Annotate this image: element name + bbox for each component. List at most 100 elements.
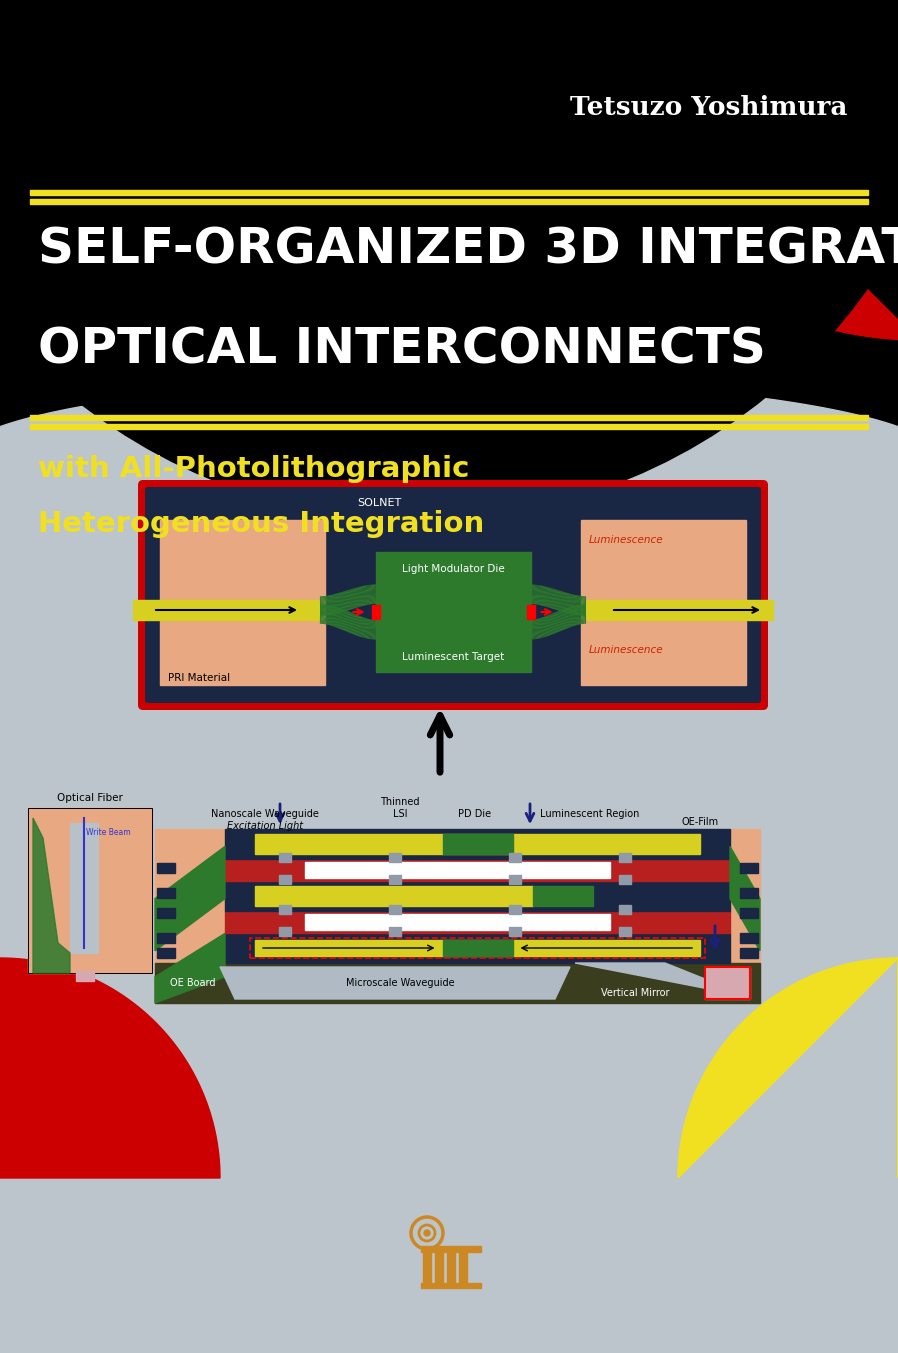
Text: Luminescence: Luminescence: [589, 534, 664, 545]
Circle shape: [0, 0, 210, 210]
Bar: [619, 927, 631, 936]
Bar: [389, 905, 401, 915]
Bar: [423, 1252, 431, 1285]
Bar: [30, 199, 868, 204]
Bar: [730, 829, 760, 1003]
Bar: [305, 862, 610, 878]
Text: Optical Fiber: Optical Fiber: [57, 793, 123, 802]
Bar: [389, 927, 401, 936]
Bar: [157, 948, 175, 958]
Bar: [705, 967, 750, 999]
Bar: [421, 1246, 481, 1252]
Bar: [435, 1252, 443, 1285]
Bar: [740, 948, 758, 958]
Polygon shape: [678, 958, 898, 1178]
Bar: [225, 881, 730, 911]
Bar: [225, 934, 730, 963]
Bar: [255, 833, 700, 854]
Text: OE Board: OE Board: [170, 978, 216, 988]
Polygon shape: [155, 847, 225, 951]
FancyBboxPatch shape: [138, 480, 768, 710]
Bar: [225, 911, 730, 934]
Bar: [225, 859, 730, 881]
Bar: [509, 852, 521, 862]
Polygon shape: [33, 819, 70, 973]
Polygon shape: [155, 934, 225, 1003]
Bar: [389, 852, 401, 862]
Bar: [586, 599, 773, 620]
Bar: [30, 415, 868, 419]
Bar: [447, 1252, 455, 1285]
Bar: [619, 875, 631, 884]
Bar: [740, 888, 758, 898]
Bar: [157, 863, 175, 873]
Bar: [375, 552, 531, 672]
Bar: [157, 888, 175, 898]
Bar: [30, 189, 868, 195]
Bar: [509, 927, 521, 936]
Bar: [157, 934, 175, 943]
Text: Nanoscale Waveguide: Nanoscale Waveguide: [211, 809, 319, 819]
Bar: [581, 520, 746, 685]
Bar: [740, 908, 758, 917]
Bar: [389, 875, 401, 884]
Text: Tetsuzo Yoshimura: Tetsuzo Yoshimura: [570, 95, 848, 120]
Bar: [157, 908, 175, 917]
Bar: [70, 823, 98, 953]
Circle shape: [424, 1230, 430, 1237]
Bar: [459, 1252, 467, 1285]
Text: SOLNET: SOLNET: [357, 498, 402, 507]
Bar: [28, 808, 152, 973]
Bar: [133, 599, 320, 620]
Bar: [421, 1283, 481, 1288]
Bar: [372, 605, 380, 620]
Polygon shape: [575, 963, 750, 997]
Bar: [526, 605, 534, 620]
Bar: [279, 852, 291, 862]
Bar: [619, 852, 631, 862]
Bar: [509, 905, 521, 915]
Polygon shape: [558, 0, 898, 340]
Text: Luminescent Target: Luminescent Target: [402, 652, 504, 662]
Bar: [28, 808, 152, 973]
Bar: [740, 934, 758, 943]
Text: with All-Photolithographic: with All-Photolithographic: [38, 455, 470, 483]
FancyBboxPatch shape: [145, 487, 761, 704]
Bar: [250, 938, 705, 958]
Bar: [509, 875, 521, 884]
Bar: [705, 967, 750, 999]
Bar: [740, 863, 758, 873]
Text: Luminescent Region: Luminescent Region: [541, 809, 639, 819]
Bar: [30, 423, 868, 429]
Text: OE-Film: OE-Film: [682, 817, 718, 827]
Polygon shape: [0, 958, 220, 1178]
Text: SELF-ORGANIZED 3D INTEGRATED: SELF-ORGANIZED 3D INTEGRATED: [38, 225, 898, 273]
Bar: [155, 829, 225, 1003]
Bar: [225, 829, 730, 859]
Bar: [255, 940, 700, 957]
Circle shape: [0, 0, 898, 520]
Text: OPTICAL INTERCONNECTS: OPTICAL INTERCONNECTS: [38, 325, 766, 373]
Text: Microscale Waveguide: Microscale Waveguide: [346, 978, 454, 988]
Text: Excitation Light: Excitation Light: [227, 821, 303, 831]
Polygon shape: [220, 967, 570, 999]
Bar: [255, 886, 533, 907]
Bar: [619, 905, 631, 915]
Polygon shape: [730, 847, 760, 951]
Text: Light Modulator Die: Light Modulator Die: [401, 564, 505, 574]
Bar: [155, 963, 760, 1003]
Text: PD Die: PD Die: [459, 809, 491, 819]
Bar: [279, 905, 291, 915]
Bar: [305, 915, 610, 930]
Bar: [76, 971, 94, 981]
Bar: [533, 886, 593, 907]
Bar: [279, 875, 291, 884]
Text: Thinned
LSI: Thinned LSI: [380, 797, 419, 819]
Polygon shape: [0, 380, 898, 1353]
Bar: [0, 460, 898, 1353]
Bar: [443, 940, 513, 957]
Bar: [443, 833, 513, 854]
Text: Heterogeneous Integration: Heterogeneous Integration: [38, 510, 484, 538]
Text: Luminescence: Luminescence: [589, 645, 664, 655]
Text: Vertical Mirror: Vertical Mirror: [601, 988, 669, 999]
